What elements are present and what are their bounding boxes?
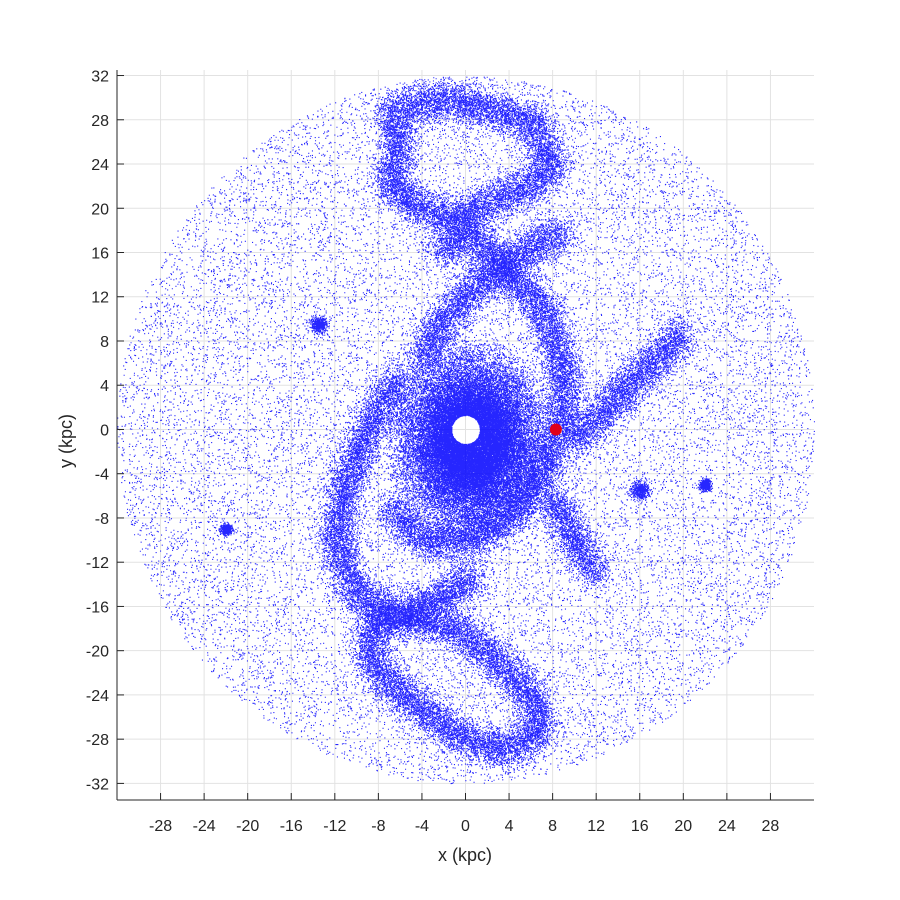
y-tick-label: -16 (86, 599, 109, 616)
x-tick-label: 24 (718, 818, 736, 835)
x-tick-label: -4 (415, 818, 429, 835)
y-tick-label: -20 (86, 644, 109, 661)
x-tick-label: -12 (323, 818, 346, 835)
y-axis-label: y (kpc) (56, 414, 76, 468)
x-tick-label: -8 (371, 818, 385, 835)
scatter-points (117, 76, 815, 785)
y-tick-label: -8 (95, 511, 109, 528)
blue-point-cloud (117, 76, 815, 785)
y-tick-label: -24 (86, 688, 109, 705)
x-tick-label: 8 (548, 818, 557, 835)
y-tick-label: -32 (86, 776, 109, 793)
sun-marker-layer (549, 423, 562, 436)
y-tick-label: 12 (91, 290, 109, 307)
y-tick-label: -28 (86, 732, 109, 749)
y-tick-label: -4 (95, 467, 109, 484)
x-tick-label: 16 (631, 818, 649, 835)
x-tick-label: -16 (280, 818, 303, 835)
x-tick-label: 4 (505, 818, 514, 835)
x-tick-label: 12 (587, 818, 605, 835)
y-tick-label: 20 (91, 201, 109, 218)
x-tick-label: -24 (193, 818, 216, 835)
x-tick-label: -28 (149, 818, 172, 835)
y-tick-label: 24 (91, 157, 109, 174)
x-tick-label: -20 (236, 818, 259, 835)
x-tick-label: 0 (461, 818, 470, 835)
y-tick-label: 28 (91, 113, 109, 130)
y-tick-label: 4 (100, 378, 109, 395)
sun-marker (549, 423, 562, 436)
y-tick-label: 0 (100, 422, 109, 439)
y-tick-label: 8 (100, 334, 109, 351)
x-tick-label: 28 (762, 818, 780, 835)
tick-labels: -28 -24 -20 -16 -12 -8 -4 0 4 8 12 16 20 24 28 -32 -28 -2… (86, 69, 780, 835)
x-axis-label: x (kpc) (438, 845, 492, 865)
y-tick-label: 32 (91, 69, 109, 86)
x-tick-label: 20 (674, 818, 692, 835)
y-tick-label: -12 (86, 555, 109, 572)
y-tick-label: 16 (91, 246, 109, 263)
